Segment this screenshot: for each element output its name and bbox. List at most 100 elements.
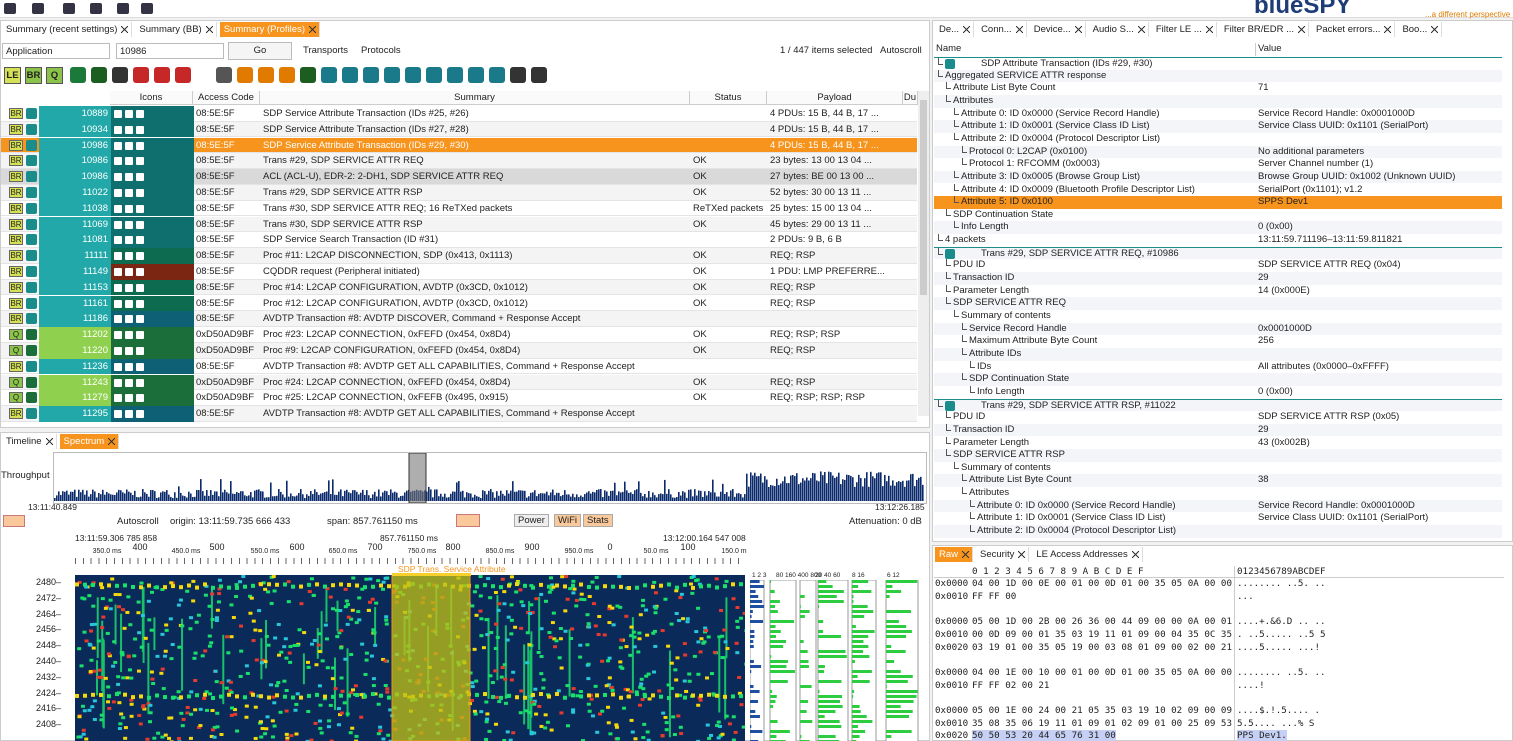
tab[interactable]: Conn... — [977, 22, 1027, 37]
tab[interactable]: Filter LE ... — [1152, 22, 1217, 37]
tab[interactable]: Packet errors... — [1312, 22, 1396, 37]
toolbar-filter[interactable]: Q — [46, 67, 63, 84]
toolbar-icon[interactable] — [4, 3, 16, 14]
tree-row[interactable]: Attribute IDs — [934, 347, 1502, 361]
value-header[interactable]: Value — [1258, 43, 1282, 54]
tab[interactable]: Raw — [935, 547, 974, 562]
tree-row[interactable]: Attribute 1: ID 0x0001 (Service Class ID… — [934, 512, 1502, 525]
close-icon[interactable] — [121, 26, 129, 33]
column-header[interactable]: Summary — [260, 91, 690, 105]
filter-value[interactable]: 10986 — [116, 43, 224, 59]
toolbar-icon[interactable] — [510, 67, 526, 83]
toolbar-icon[interactable] — [426, 67, 442, 83]
transports-menu[interactable]: Transports — [303, 45, 349, 56]
table-row[interactable]: BR 11186 08:5E:5F AVDTP Transaction #8: AVD… — [1, 311, 917, 327]
toolbar-icon[interactable] — [117, 3, 129, 14]
go-button[interactable]: Go — [228, 42, 292, 60]
tree-row[interactable]: Protocol 0: L2CAP (0x0100) No additional … — [934, 145, 1502, 159]
toolbar-icon[interactable] — [91, 67, 107, 83]
toolbar-icon[interactable] — [141, 3, 153, 14]
close-icon[interactable] — [963, 26, 971, 33]
tree-row[interactable]: PDU ID SDP SERVICE ATTR REQ (0x04) — [934, 259, 1502, 272]
tree-row[interactable]: IDs All attributes (0x0000–0xFFFF) — [934, 360, 1502, 374]
protocols-menu[interactable]: Protocols — [361, 45, 401, 56]
tree-row[interactable]: Attribute 2: ID 0x0004 (Protocol Descrip… — [934, 525, 1502, 538]
table-row[interactable]: Q 11202 0xD50AD9BF Proc #23: L2CAP CONNECTI… — [1, 327, 917, 343]
toolbar-icon[interactable] — [279, 67, 295, 83]
table-row[interactable]: BR 11295 08:5E:5F AVDTP Transaction #8: AVD… — [1, 406, 917, 422]
tree-row[interactable]: Attribute 0: ID 0x0000 (Service Record H… — [934, 499, 1502, 513]
table-row[interactable]: BR 10986 08:5E:5F Trans #29, SDP SERVICE AT… — [1, 153, 917, 169]
column-header[interactable]: Access Code — [193, 91, 260, 105]
tree-row[interactable]: Info Length 0 (0x00) — [934, 385, 1502, 399]
close-icon[interactable] — [1431, 26, 1439, 33]
column-header[interactable]: Payload — [767, 91, 903, 105]
close-icon[interactable] — [1015, 26, 1023, 33]
tab[interactable]: Summary (BB) — [135, 22, 217, 37]
table-row[interactable]: BR 11022 08:5E:5F Trans #29, SDP SERVICE AT… — [1, 185, 917, 201]
table-row[interactable]: BR 11038 08:5E:5F Trans #30, SDP SERVICE AT… — [1, 200, 917, 217]
tree-row[interactable]: SDP Attribute Transaction (IDs #29, #30) — [934, 57, 1502, 70]
close-icon[interactable] — [1384, 26, 1392, 33]
close-icon[interactable] — [1131, 551, 1139, 558]
close-icon[interactable] — [1074, 26, 1082, 33]
table-row[interactable]: BR 11161 08:5E:5F Proc #12: L2CAP CONFIGURA… — [1, 295, 917, 312]
toolbar-icon[interactable] — [468, 67, 484, 83]
toolbar-icon[interactable] — [154, 67, 170, 83]
tree-row[interactable]: Info Length 0 (0x00) — [934, 221, 1502, 235]
tree-row[interactable]: Attribute 0: ID 0x0000 (Service Record H… — [934, 107, 1502, 121]
tree-row[interactable]: Summary of contents — [934, 310, 1502, 323]
toolbar-filter[interactable]: LE — [4, 67, 21, 84]
tree-row[interactable]: Attribute 4: ID 0x0009 (Bluetooth Profil… — [934, 183, 1502, 197]
tab[interactable]: De... — [935, 22, 975, 37]
tree-row[interactable]: Protocol 1: RFCOMM (0x0003) Server Channe… — [934, 158, 1502, 171]
column-header[interactable]: Status — [690, 91, 767, 105]
tree-row[interactable]: Attribute 1: ID 0x0001 (Service Class ID… — [934, 120, 1502, 133]
tree-row[interactable]: Summary of contents — [934, 461, 1502, 475]
toolbar-icon[interactable] — [133, 67, 149, 83]
toolbar-icon[interactable] — [489, 67, 505, 83]
table-row[interactable]: BR 11153 08:5E:5F Proc #14: L2CAP CONFIGURA… — [1, 279, 917, 296]
table-row[interactable]: BR 10934 08:5E:5F SDP Service Attribute Tra… — [1, 121, 917, 138]
toolbar-filter[interactable]: BR — [25, 67, 42, 84]
close-icon[interactable] — [1205, 26, 1213, 33]
tab[interactable]: Timeline — [2, 434, 57, 449]
tree-row[interactable]: SDP Continuation State — [934, 208, 1502, 222]
table-row[interactable]: BR 11111 08:5E:5F Proc #11: L2CAP DISCONNEC… — [1, 248, 917, 264]
table-row[interactable]: BR 11069 08:5E:5F Trans #30, SDP SERVICE AT… — [1, 216, 917, 233]
close-icon[interactable] — [1137, 26, 1145, 33]
toggle-button[interactable]: Stats — [583, 514, 613, 527]
toolbar-icon[interactable] — [531, 67, 547, 83]
toolbar-icon[interactable] — [63, 3, 75, 14]
tree-row[interactable]: Parameter Length 43 (0x002B) — [934, 436, 1502, 450]
tree-row[interactable]: Attributes — [934, 487, 1502, 500]
tab[interactable]: Boo... — [1398, 22, 1443, 37]
tab[interactable]: Device... — [1030, 22, 1086, 37]
toolbar-icon[interactable] — [90, 3, 102, 14]
toolbar-icon[interactable] — [384, 67, 400, 83]
filter-field[interactable]: Application — [2, 43, 110, 59]
tree-row[interactable]: Aggregated SERVICE ATTR response — [934, 69, 1502, 83]
toolbar-icon[interactable] — [363, 67, 379, 83]
tree-row[interactable]: Service Record Handle 0x0001000D — [934, 322, 1502, 336]
close-icon[interactable] — [108, 438, 116, 445]
scroll-thumb[interactable] — [920, 100, 927, 295]
column-header[interactable]: Icons — [110, 91, 193, 105]
toolbar-icon[interactable] — [175, 67, 191, 83]
table-row[interactable]: Q 11220 0xD50AD9BF Proc #9: L2CAP CONFIGURA… — [1, 343, 917, 359]
table-row[interactable]: BR 10986 08:5E:5F ACL (ACL-U), EDR-2: 2-DH1… — [1, 169, 917, 185]
table-row[interactable]: BR 10889 08:5E:5F SDP Service Attribute Tra… — [1, 106, 917, 122]
tree-row[interactable]: Attributes — [934, 94, 1502, 108]
tool-icon[interactable] — [3, 515, 25, 527]
name-header[interactable]: Name — [934, 43, 1256, 56]
table-row[interactable]: Q 11279 0xD50AD9BF Proc #25: L2CAP CONNECTI… — [1, 390, 917, 406]
tab[interactable]: Security — [976, 547, 1030, 562]
toolbar-icon[interactable] — [258, 67, 274, 83]
tree-row[interactable]: Attribute 2: ID 0x0004 (Protocol Descrip… — [934, 132, 1502, 146]
toggle-button[interactable]: Power — [514, 514, 549, 527]
toolbar-icon[interactable] — [342, 67, 358, 83]
toolbar-icon[interactable] — [32, 3, 44, 14]
close-icon[interactable] — [1298, 26, 1306, 33]
close-icon[interactable] — [962, 551, 970, 558]
table-row[interactable]: BR 11236 08:5E:5F AVDTP Transaction #8: AVD… — [1, 358, 917, 375]
